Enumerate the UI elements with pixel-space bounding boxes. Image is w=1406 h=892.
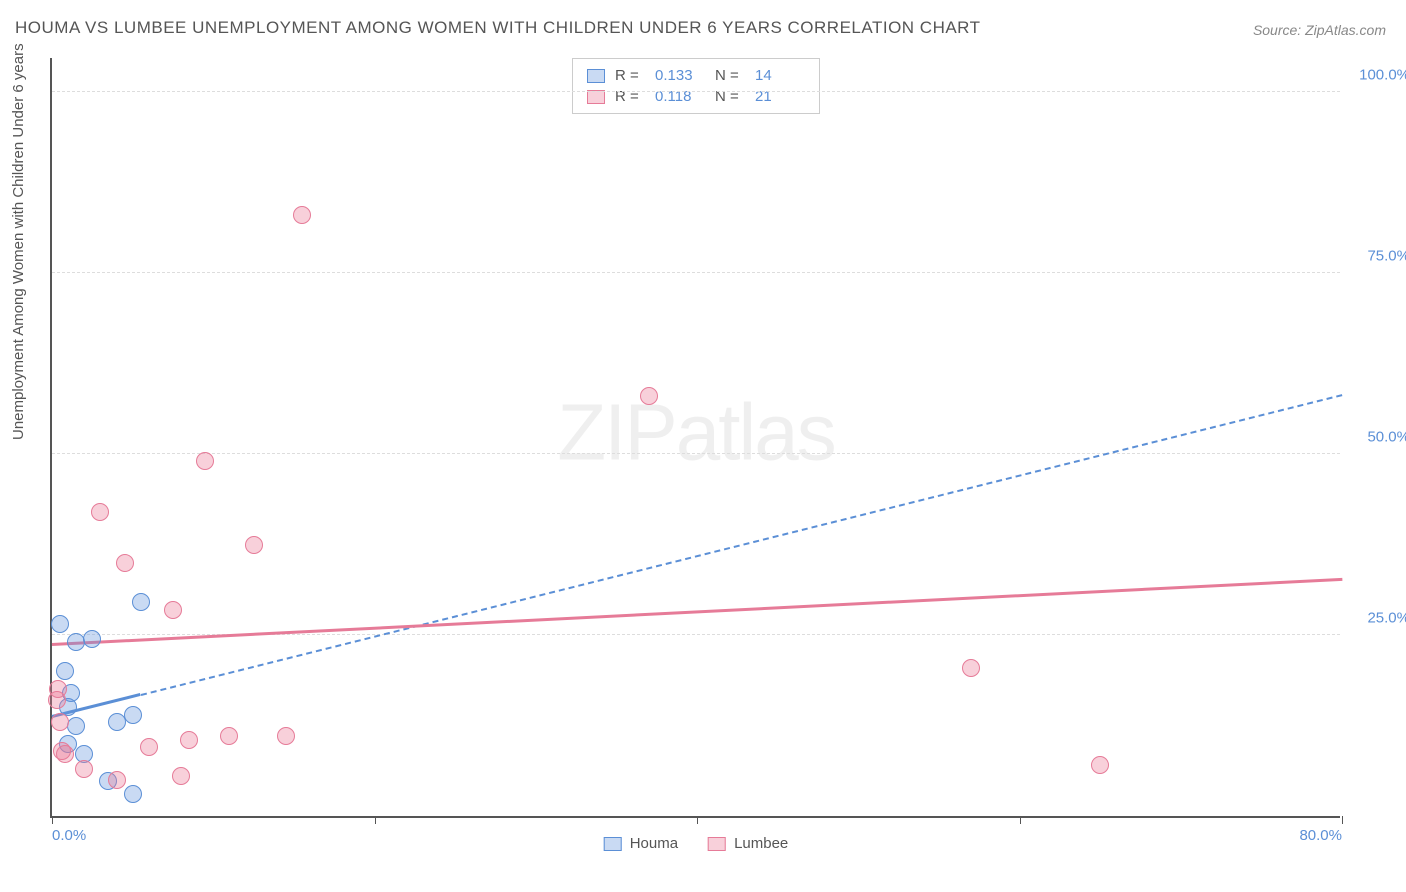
- legend-label: Lumbee: [734, 835, 788, 852]
- data-point: [83, 630, 101, 648]
- source-attribution: Source: ZipAtlas.com: [1253, 22, 1386, 38]
- legend-swatch: [604, 837, 622, 851]
- data-point: [196, 452, 214, 470]
- x-tick: [697, 816, 698, 824]
- n-value: 14: [755, 67, 805, 84]
- gridline: [52, 453, 1340, 454]
- legend-item: Lumbee: [708, 835, 788, 852]
- data-point: [51, 713, 69, 731]
- gridline: [52, 91, 1340, 92]
- data-point: [49, 680, 67, 698]
- watermark: ZIPatlas: [557, 386, 834, 478]
- legend-label: Houma: [630, 835, 678, 852]
- data-point: [56, 662, 74, 680]
- data-point: [116, 554, 134, 572]
- chart-title: HOUMA VS LUMBEE UNEMPLOYMENT AMONG WOMEN…: [15, 18, 981, 38]
- data-point: [108, 771, 126, 789]
- legend-stats: R = 0.133 N = 14 R =0.118N =21: [572, 58, 820, 114]
- y-tick-label: 50.0%: [1350, 429, 1406, 446]
- x-tick: [52, 816, 53, 824]
- legend-item: Houma: [604, 835, 678, 852]
- trend-line: [140, 394, 1342, 696]
- data-point: [124, 706, 142, 724]
- y-tick-label: 75.0%: [1350, 248, 1406, 265]
- data-point: [172, 767, 190, 785]
- legend-series: Houma Lumbee: [604, 835, 789, 852]
- data-point: [140, 738, 158, 756]
- data-point: [91, 503, 109, 521]
- y-axis-label: Unemployment Among Women with Children U…: [10, 43, 27, 440]
- scatter-plot: ZIPatlas R =0.133N =14R =0.118N =21 Houm…: [50, 58, 1340, 818]
- x-tick: [375, 816, 376, 824]
- data-point: [75, 760, 93, 778]
- y-tick-label: 100.0%: [1350, 67, 1406, 84]
- data-point: [293, 206, 311, 224]
- x-tick: [1020, 816, 1021, 824]
- watermark-bold: ZIP: [557, 387, 675, 476]
- watermark-rest: atlas: [676, 387, 835, 476]
- r-label: R =: [615, 67, 645, 84]
- data-point: [245, 536, 263, 554]
- legend-stat-row: R = 0.133 N = 14: [587, 65, 805, 86]
- legend-stat-row: R =0.118N =21: [587, 86, 805, 107]
- data-point: [180, 731, 198, 749]
- data-point: [51, 615, 69, 633]
- data-point: [1091, 756, 1109, 774]
- data-point: [962, 659, 980, 677]
- data-point: [640, 387, 658, 405]
- data-point: [132, 593, 150, 611]
- legend-swatch: [708, 837, 726, 851]
- x-tick-label: 0.0%: [52, 827, 86, 844]
- data-point: [277, 727, 295, 745]
- n-label: N =: [715, 67, 745, 84]
- legend-swatch: [587, 69, 605, 83]
- y-tick-label: 25.0%: [1350, 610, 1406, 627]
- data-point: [67, 717, 85, 735]
- data-point: [124, 785, 142, 803]
- trend-line: [52, 578, 1342, 646]
- x-tick: [1342, 816, 1343, 824]
- data-point: [56, 745, 74, 763]
- gridline: [52, 272, 1340, 273]
- r-value: 0.133: [655, 67, 705, 84]
- data-point: [220, 727, 238, 745]
- x-tick-label: 80.0%: [1299, 827, 1342, 844]
- data-point: [164, 601, 182, 619]
